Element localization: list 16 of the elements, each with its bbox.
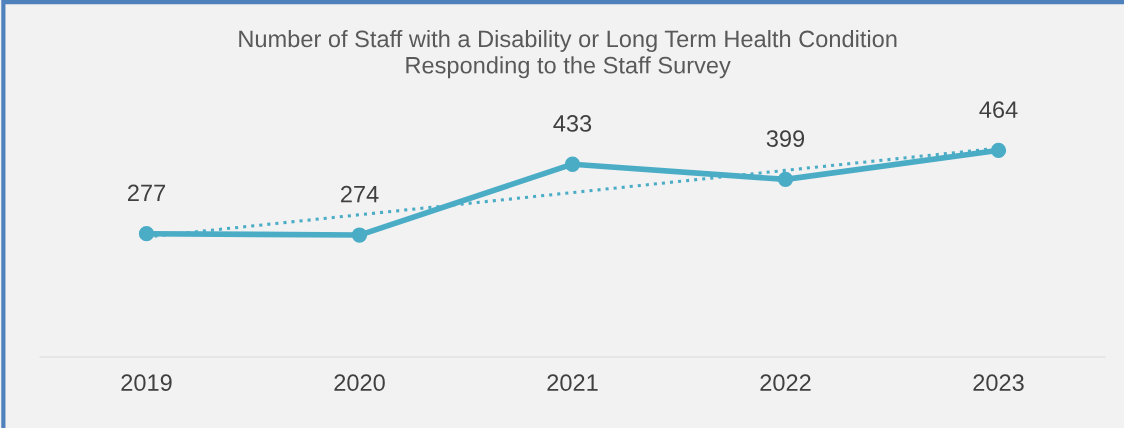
text: Number of Staff with a Disability or Long Term Health Condition Responding to the Staff Survey: [239, 29, 897, 79]
x-tick-label: 2019: [121, 374, 172, 392]
point: [564, 156, 581, 172]
data-label: 433: [553, 115, 592, 132]
data-label: 399: [766, 130, 805, 147]
x-tick-label: 2022: [760, 374, 811, 392]
point: [138, 226, 155, 242]
data-label: 274: [340, 185, 379, 203]
x-tick-label: 2023: [973, 374, 1024, 392]
data-label: 277: [127, 184, 166, 202]
point: [777, 171, 794, 188]
point: [351, 227, 368, 243]
x-tick-label: 2021: [547, 374, 598, 392]
point: [990, 142, 1007, 159]
x-tick-label: 2020: [334, 374, 385, 392]
data-label: 464: [979, 101, 1018, 118]
